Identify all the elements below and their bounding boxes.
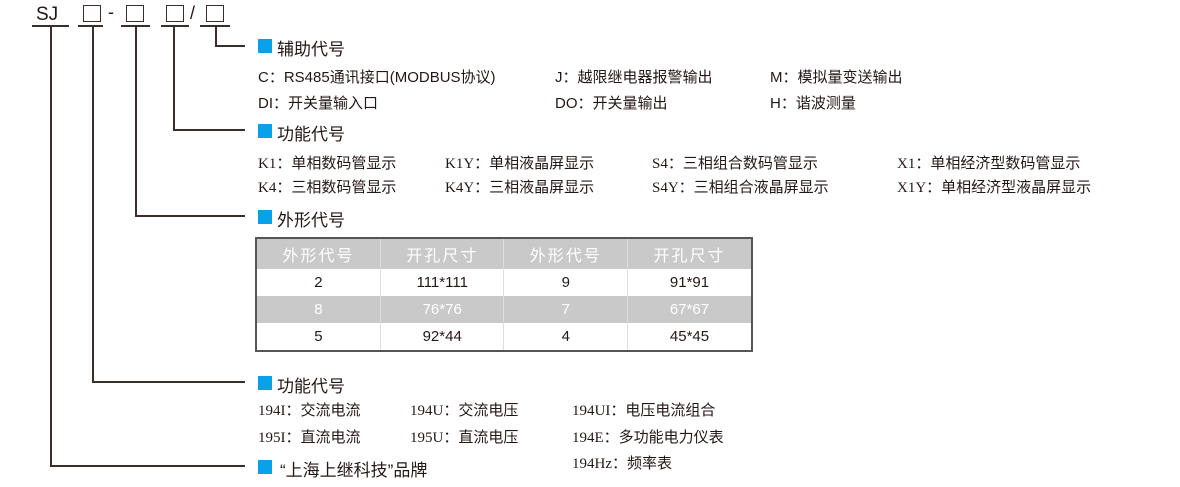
display-item: X1Y：单相经济型液晶屏显示 — [897, 180, 1092, 196]
cell: 76*76 — [379, 296, 504, 323]
function-item: 194E：多功能电力仪表 — [572, 430, 724, 446]
cell: 9 — [503, 269, 628, 296]
leader-line — [92, 25, 94, 382]
leader-line — [50, 465, 245, 467]
slash: / — [190, 3, 196, 23]
display-item: K1：单相数码管显示 — [258, 156, 397, 172]
section-title-shape: 外形代号 — [277, 211, 345, 230]
model-prefix: SJ — [36, 4, 59, 25]
leader-line — [50, 25, 52, 466]
cell: 91*91 — [627, 269, 752, 296]
display-item: S4：三相组合数码管显示 — [652, 156, 818, 172]
leader-line — [135, 215, 245, 217]
cell: 2 — [255, 269, 381, 296]
function-item: 195U：直流电压 — [410, 430, 519, 446]
table-row: 2 111*111 9 91*91 — [255, 269, 752, 296]
aux-item: H：谐波测量 — [770, 95, 856, 112]
section-title-brand: “上海上继科技”品牌 — [280, 461, 428, 480]
code-box-3 — [166, 5, 184, 22]
header-cell: 外形代号 — [255, 238, 381, 269]
function-item: 194Hz：频率表 — [572, 456, 672, 472]
dash: - — [108, 2, 114, 22]
section-title-display: 功能代号 — [277, 125, 345, 144]
leader-line — [215, 25, 217, 46]
table-row: 5 92*44 4 45*45 — [255, 323, 752, 351]
table-header: 外形代号 开孔尺寸 外形代号 开孔尺寸 — [255, 238, 752, 269]
bullet-square-icon — [258, 124, 272, 138]
cell: 92*44 — [379, 323, 504, 351]
underline — [161, 25, 189, 27]
table-row: 8 76*76 7 67*67 — [255, 296, 752, 323]
leader-line — [173, 129, 245, 131]
display-item: K4Y：三相液晶屏显示 — [445, 180, 595, 196]
function-item: 194I：交流电流 — [258, 403, 361, 419]
aux-item: C：RS485通讯接口(MODBUS协议) — [258, 69, 496, 86]
cell: 5 — [255, 323, 381, 351]
aux-item: J：越限继电器报警输出 — [555, 69, 713, 86]
header-cell: 开孔尺寸 — [379, 238, 504, 269]
display-item: K4：三相数码管显示 — [258, 180, 397, 196]
cell: 67*67 — [627, 296, 752, 323]
code-box-1 — [83, 5, 101, 22]
cell: 4 — [503, 323, 628, 351]
leader-line — [135, 25, 137, 216]
bullet-square-icon — [258, 376, 272, 390]
display-item: X1：单相经济型数码管显示 — [897, 156, 1081, 172]
aux-item: DO：开关量输出 — [555, 95, 668, 112]
bullet-square-icon — [258, 39, 272, 53]
leader-line — [173, 25, 175, 130]
section-title-function: 功能代号 — [277, 377, 345, 396]
display-item: K1Y：单相液晶屏显示 — [445, 156, 595, 172]
cell: 45*45 — [627, 323, 752, 351]
cell: 111*111 — [379, 269, 504, 296]
function-item: 194U：交流电压 — [410, 403, 519, 419]
underline — [78, 25, 103, 27]
leader-line — [215, 45, 245, 47]
header-cell: 开孔尺寸 — [627, 238, 752, 269]
cell: 8 — [255, 296, 381, 323]
aux-item: DI：开关量输入口 — [258, 95, 379, 112]
header-cell: 外形代号 — [503, 238, 628, 269]
bullet-square-icon — [258, 210, 272, 224]
shape-table: 外形代号 开孔尺寸 外形代号 开孔尺寸 2 111*111 9 91*91 8 … — [255, 237, 753, 352]
bullet-square-icon — [258, 460, 272, 474]
cell: 7 — [503, 296, 628, 323]
leader-line — [92, 381, 245, 383]
function-item: 195I：直流电流 — [258, 430, 361, 446]
display-item: S4Y：三相组合液晶屏显示 — [652, 180, 829, 196]
code-box-4 — [206, 5, 224, 22]
section-title-aux: 辅助代号 — [277, 40, 345, 59]
aux-item: M：模拟量变送输出 — [770, 69, 903, 86]
code-box-2 — [126, 5, 144, 22]
function-item: 194UI：电压电流组合 — [572, 403, 716, 419]
